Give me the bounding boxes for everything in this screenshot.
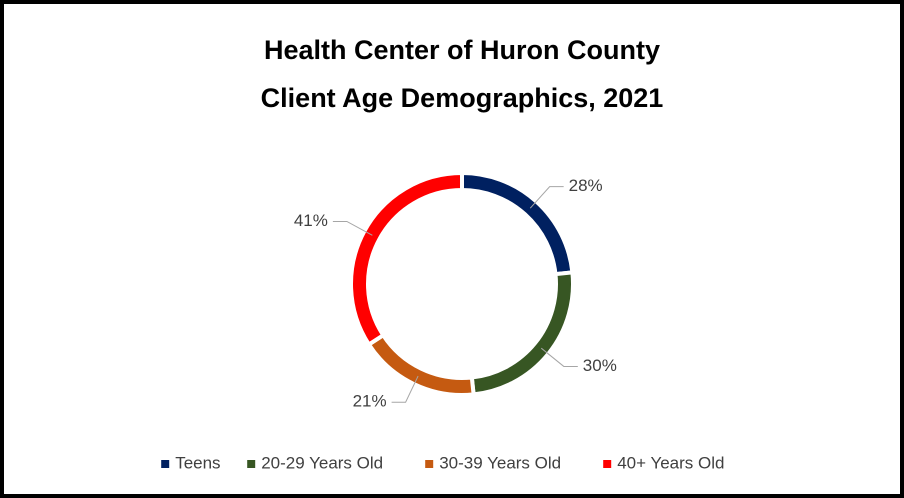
legend-label: Teens [175,453,220,472]
chart-title: Health Center of Huron County [264,35,660,65]
legend-label: 20-29 Years Old [261,453,383,472]
data-label: 21% [353,392,387,411]
legend-marker [247,460,256,468]
legend-marker [603,460,612,468]
leader-line [391,375,419,403]
data-label: 28% [569,176,603,195]
chart-title: Client Age Demographics, 2021 [261,83,664,113]
legend-label: 30-39 Years Old [439,453,561,472]
leader-line [529,186,564,209]
leader-line [540,347,578,367]
leader-line [332,220,373,236]
legend-marker [425,460,434,468]
legend-label: 40+ Years Old [617,453,724,472]
data-label: 30% [583,356,617,375]
legend-marker [161,460,170,468]
data-label: 41% [294,211,328,230]
donut-segment [349,170,464,348]
